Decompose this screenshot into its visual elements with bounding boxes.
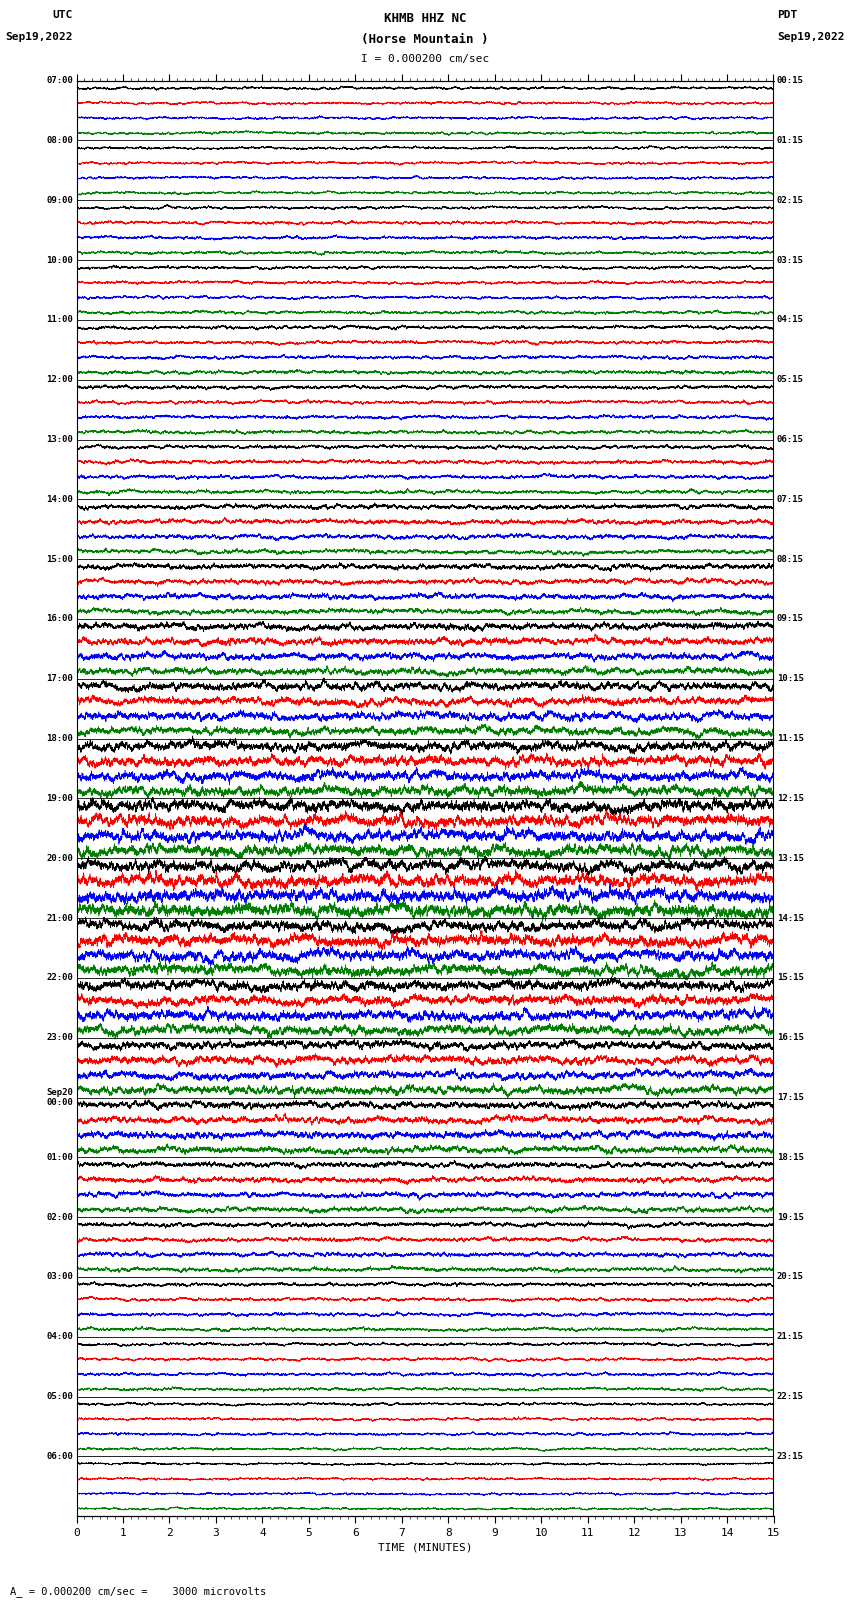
Text: 23:00: 23:00 xyxy=(46,1034,73,1042)
Text: 14:15: 14:15 xyxy=(777,913,804,923)
Text: 03:15: 03:15 xyxy=(777,255,804,265)
Text: 16:15: 16:15 xyxy=(777,1034,804,1042)
Text: 08:00: 08:00 xyxy=(46,135,73,145)
Text: 20:00: 20:00 xyxy=(46,853,73,863)
Text: Sep20
00:00: Sep20 00:00 xyxy=(46,1087,73,1107)
Text: 15:00: 15:00 xyxy=(46,555,73,563)
Text: 02:15: 02:15 xyxy=(777,195,804,205)
Text: 01:15: 01:15 xyxy=(777,135,804,145)
Text: A̲ = 0.000200 cm/sec =    3000 microvolts: A̲ = 0.000200 cm/sec = 3000 microvolts xyxy=(10,1586,266,1597)
Text: 22:00: 22:00 xyxy=(46,973,73,982)
Text: 19:00: 19:00 xyxy=(46,794,73,803)
Text: 13:15: 13:15 xyxy=(777,853,804,863)
Text: 10:00: 10:00 xyxy=(46,255,73,265)
Text: PDT: PDT xyxy=(777,10,797,19)
Text: 14:00: 14:00 xyxy=(46,495,73,503)
Text: 20:15: 20:15 xyxy=(777,1273,804,1281)
Text: 08:15: 08:15 xyxy=(777,555,804,563)
Text: 11:15: 11:15 xyxy=(777,734,804,744)
Text: UTC: UTC xyxy=(53,10,73,19)
Text: 10:15: 10:15 xyxy=(777,674,804,684)
Text: 18:00: 18:00 xyxy=(46,734,73,744)
Text: 05:00: 05:00 xyxy=(46,1392,73,1402)
Text: 00:15: 00:15 xyxy=(777,76,804,85)
Text: 23:15: 23:15 xyxy=(777,1452,804,1461)
Text: 17:15: 17:15 xyxy=(777,1094,804,1102)
Text: 12:15: 12:15 xyxy=(777,794,804,803)
Text: 07:00: 07:00 xyxy=(46,76,73,85)
Text: 07:15: 07:15 xyxy=(777,495,804,503)
Text: 17:00: 17:00 xyxy=(46,674,73,684)
Text: 13:00: 13:00 xyxy=(46,436,73,444)
Text: 05:15: 05:15 xyxy=(777,376,804,384)
Text: 18:15: 18:15 xyxy=(777,1153,804,1161)
Text: 09:00: 09:00 xyxy=(46,195,73,205)
Text: KHMB HHZ NC: KHMB HHZ NC xyxy=(383,11,467,26)
Text: 19:15: 19:15 xyxy=(777,1213,804,1221)
Text: 04:15: 04:15 xyxy=(777,316,804,324)
X-axis label: TIME (MINUTES): TIME (MINUTES) xyxy=(377,1542,473,1552)
Text: 11:00: 11:00 xyxy=(46,316,73,324)
Text: 02:00: 02:00 xyxy=(46,1213,73,1221)
Text: 21:15: 21:15 xyxy=(777,1332,804,1342)
Text: I = 0.000200 cm/sec: I = 0.000200 cm/sec xyxy=(361,53,489,65)
Text: 22:15: 22:15 xyxy=(777,1392,804,1402)
Text: 21:00: 21:00 xyxy=(46,913,73,923)
Text: Sep19,2022: Sep19,2022 xyxy=(6,32,73,42)
Text: 06:15: 06:15 xyxy=(777,436,804,444)
Text: 06:00: 06:00 xyxy=(46,1452,73,1461)
Text: 09:15: 09:15 xyxy=(777,615,804,624)
Text: Sep19,2022: Sep19,2022 xyxy=(777,32,844,42)
Text: 04:00: 04:00 xyxy=(46,1332,73,1342)
Text: 01:00: 01:00 xyxy=(46,1153,73,1161)
Text: 16:00: 16:00 xyxy=(46,615,73,624)
Text: 12:00: 12:00 xyxy=(46,376,73,384)
Text: 15:15: 15:15 xyxy=(777,973,804,982)
Text: 03:00: 03:00 xyxy=(46,1273,73,1281)
Text: (Horse Mountain ): (Horse Mountain ) xyxy=(361,32,489,47)
